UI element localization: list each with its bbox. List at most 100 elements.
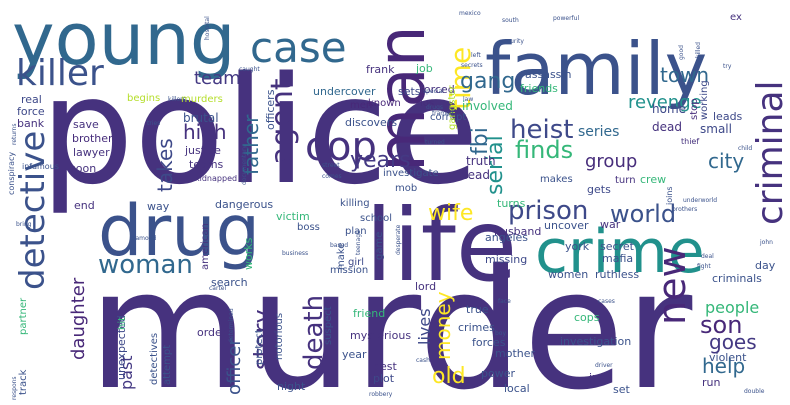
word-sets: sets — [398, 85, 421, 98]
word-security: security — [500, 38, 524, 45]
word-justice: justice — [184, 144, 221, 157]
word-comes: comes — [322, 173, 342, 180]
word-high: high — [183, 120, 227, 144]
word-money: money — [431, 291, 455, 360]
word-assassin: assassin — [525, 68, 571, 81]
word-corrupt: corrupt — [430, 112, 466, 123]
word-try: try — [723, 63, 732, 70]
word-good: good — [678, 45, 685, 60]
word-officers: officers — [264, 89, 277, 130]
word-man: man — [363, 25, 440, 172]
word-time: time — [444, 47, 477, 110]
word-los: los — [420, 98, 434, 109]
word-mob: mob — [395, 183, 417, 194]
word-save: save — [73, 118, 99, 131]
word-lives: lives — [415, 308, 434, 345]
word-school: school — [360, 213, 392, 224]
word-business: business — [282, 250, 308, 257]
word-true: true — [466, 303, 489, 316]
word-powerful: powerful — [553, 15, 579, 22]
word-robbery: robbery — [369, 391, 393, 398]
word-cops: cops — [574, 311, 600, 324]
word-cash: cash — [416, 357, 430, 364]
word-new: new — [650, 246, 694, 325]
word-gangster: gangster — [447, 85, 458, 130]
word-plot: plot — [373, 372, 395, 385]
word-year: year — [342, 348, 367, 361]
word-protect: protect — [254, 329, 265, 365]
word-boy: boy — [495, 330, 506, 337]
word-lord: lord — [415, 280, 436, 293]
word-agent: agent — [265, 78, 300, 165]
word-case: case — [250, 23, 347, 72]
word-son: son — [700, 311, 742, 339]
word-murder: murder — [88, 234, 692, 405]
word-order: order — [197, 326, 227, 339]
word-soon: soon — [70, 162, 96, 175]
word-victim: victim — [276, 210, 310, 223]
word-small: small — [700, 122, 732, 136]
word-returns: returns — [11, 124, 18, 145]
word-thief: thief — [681, 137, 699, 146]
word-determined: determined — [228, 308, 235, 343]
word-run: run — [702, 376, 720, 389]
word-makes: makes — [540, 174, 573, 185]
word-game: game — [374, 232, 385, 260]
word-force: force — [17, 105, 45, 118]
word-war: war — [600, 218, 621, 231]
word-investigation: investigation — [560, 335, 631, 348]
word-past: past — [117, 355, 136, 390]
word-goes: goes — [709, 330, 757, 354]
word-joins: joins — [665, 186, 674, 206]
word-fbi: fbi — [468, 127, 493, 155]
word-real: real — [21, 93, 42, 106]
word-dangerous: dangerous — [215, 198, 273, 211]
word-forced: forced — [420, 83, 455, 96]
word-notorious: notorious — [274, 313, 285, 360]
word-tries: tries — [147, 120, 160, 127]
word-gang: gang — [460, 69, 515, 94]
word-death: death — [299, 295, 329, 370]
word-kidnapped: kidnapped — [195, 174, 237, 183]
word-make: make — [336, 243, 347, 270]
word-south: south — [502, 17, 519, 24]
word-involved: involved — [462, 99, 513, 113]
word-mission: mission — [330, 265, 368, 276]
word-brutal: brutal — [183, 111, 219, 125]
word-ruthless: ruthless — [595, 268, 639, 281]
word-teenage: teenage — [355, 230, 362, 255]
word-criminals: criminals — [712, 272, 762, 285]
word-serial: serial — [483, 135, 508, 195]
word-unexpected: unexpected — [115, 315, 128, 380]
word-criminal: criminal — [750, 80, 790, 225]
word-crimes: crimes — [458, 321, 495, 334]
word-women: women — [548, 268, 588, 281]
word-cartel: cartel — [209, 285, 226, 292]
word-detectives: detectives — [149, 333, 160, 385]
word-york: york — [565, 240, 590, 253]
word-known: known — [368, 98, 401, 109]
word-double: double — [744, 388, 765, 395]
word-dead: dead — [652, 120, 682, 134]
word-head: head — [460, 168, 490, 182]
word-killers: killers — [168, 96, 186, 103]
word-team: team — [194, 68, 241, 89]
word-search: search — [211, 276, 248, 289]
word-heist: heist — [510, 115, 573, 145]
word-secrets: secrets — [461, 62, 483, 69]
word-face: face — [498, 298, 511, 305]
word-friends: friends — [520, 82, 558, 95]
word-begins: begins — [127, 93, 160, 104]
word-working: working — [699, 80, 710, 120]
word-bring: bring — [16, 221, 32, 228]
word-cop: cop — [305, 124, 377, 170]
word-men: men — [350, 100, 372, 111]
word-job: job — [415, 62, 433, 75]
word-uncover: uncover — [544, 219, 589, 232]
word-city: city — [708, 149, 744, 173]
word-gets: gets — [587, 183, 611, 196]
word-brothers: brothers — [672, 206, 697, 213]
word-mafia: mafia — [602, 252, 633, 265]
word-years: years — [350, 148, 411, 173]
word-hit: hit — [117, 317, 128, 330]
